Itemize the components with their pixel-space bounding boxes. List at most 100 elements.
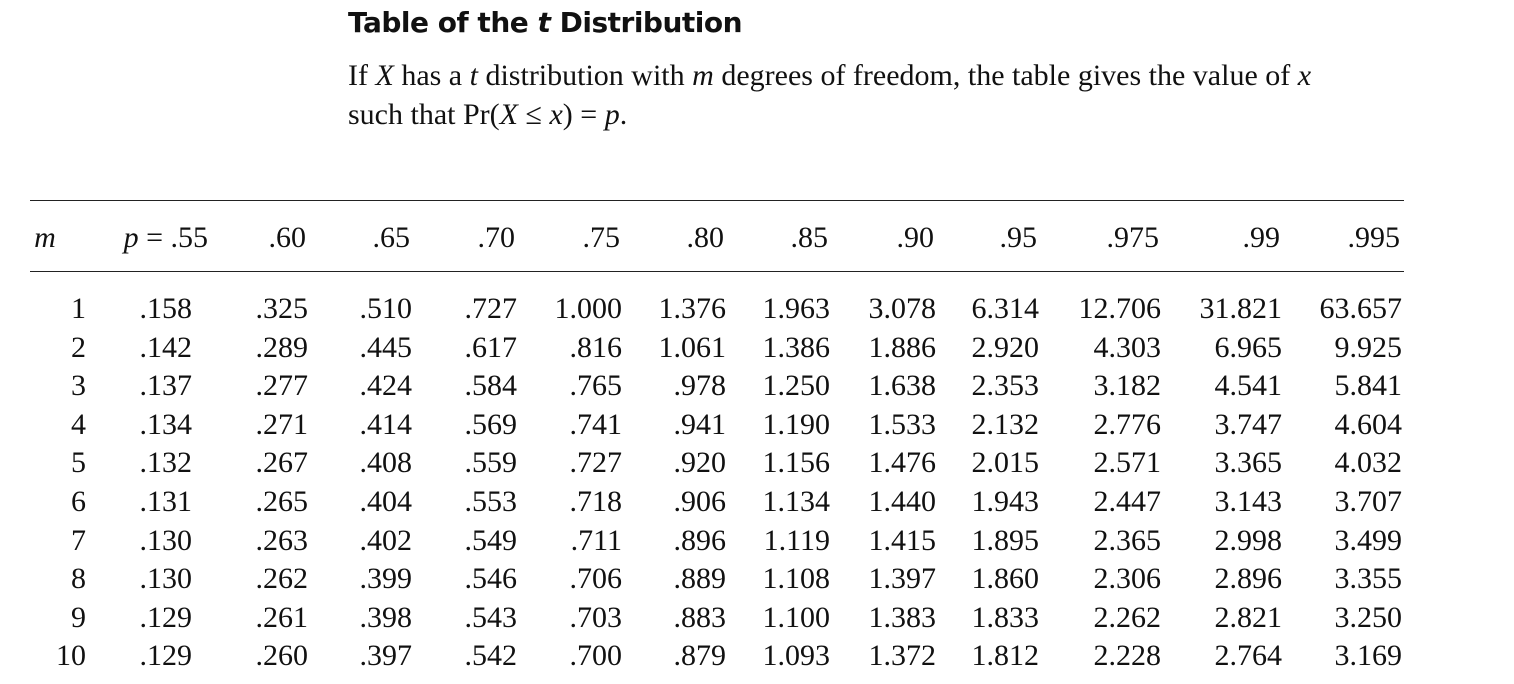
table-cell: 9.925 (1334, 330, 1403, 364)
table-cell: 1.533 (868, 407, 937, 441)
column-header-p-70: .70 (477, 221, 516, 254)
table-cell: .263 (255, 523, 309, 557)
table-cell: .260 (255, 639, 309, 673)
table-cell: 1.963 (762, 292, 831, 325)
table-cell: 1.156 (762, 446, 831, 480)
table-cell: .617 (464, 330, 518, 364)
title-variable: t (537, 6, 551, 39)
table-cell: 2.998 (1214, 523, 1283, 557)
row-label-m: 7 (71, 523, 86, 557)
table-cell: .920 (673, 446, 727, 480)
table-cell: 3.169 (1334, 639, 1403, 673)
table-cell: .741 (569, 407, 623, 441)
description-line-2: such that Pr(X ≤ x) = p. (348, 95, 1508, 134)
table-cell: .727 (464, 292, 518, 325)
column-header-p-65: .65 (372, 221, 411, 254)
table-cell: 1.250 (762, 369, 831, 403)
table-cell: .130 (139, 523, 193, 557)
table-cell: .134 (139, 407, 193, 441)
table-description: If X has a t distribution with m degrees… (348, 56, 1508, 134)
table-cell: 1.190 (762, 407, 831, 441)
table-cell: 2.228 (1093, 639, 1162, 673)
description-line-1-segment: X (375, 59, 394, 92)
table-cell: .262 (255, 562, 309, 596)
table-cell: 1.108 (762, 562, 831, 596)
table-cell: .402 (359, 523, 413, 557)
table-cell: 1.812 (971, 639, 1040, 673)
table-cell: 1.372 (868, 639, 937, 673)
description-line-1-segment: m (692, 59, 714, 92)
table-cell: .543 (464, 600, 518, 634)
table-cell: .542 (464, 639, 518, 673)
description-line-2-segment: . (619, 98, 628, 131)
table-cell: 1.100 (762, 600, 831, 634)
table-cell: 2.365 (1093, 523, 1162, 557)
table-cell: .408 (359, 446, 413, 480)
table-top-rule (30, 200, 1404, 201)
description-line-1-segment: x (1297, 59, 1312, 92)
table-cell: .277 (255, 369, 309, 403)
table-cell: 1.415 (868, 523, 937, 557)
table-cell: 2.262 (1093, 600, 1162, 634)
column-header-p-995: .995 (1347, 221, 1401, 254)
row-label-m: 1 (71, 292, 86, 325)
table-cell: 2.896 (1214, 562, 1283, 596)
table-cell: .398 (359, 600, 413, 634)
table-cell: 1.061 (658, 330, 727, 364)
table-cell: 5.841 (1334, 369, 1403, 403)
description-line-2-segment: ) = (562, 98, 605, 131)
table-cell: .445 (359, 330, 413, 364)
table-cell: .261 (255, 600, 309, 634)
column-header-p-90: .90 (896, 221, 935, 254)
table-cell: .703 (569, 600, 623, 634)
table-cell: 2.920 (971, 330, 1040, 364)
table-cell: .414 (359, 407, 413, 441)
table-cell: .711 (570, 523, 622, 557)
table-cell: .510 (359, 292, 413, 325)
table-cell: 3.747 (1214, 407, 1283, 441)
column-header-p-55: p = .55 (123, 221, 208, 254)
table-cell: 6.965 (1214, 330, 1283, 364)
table-cell: .325 (255, 292, 309, 325)
table-cell: 3.707 (1334, 485, 1403, 518)
page-title: Table of the t Distribution (348, 6, 743, 39)
description-line-1-segment: t (469, 59, 478, 92)
table-cell: .706 (569, 562, 623, 596)
row-header-m: m (34, 221, 56, 254)
table-cell: 3.143 (1214, 485, 1283, 518)
table-cell: 6.314 (971, 292, 1040, 325)
table-cell: .546 (464, 562, 518, 596)
column-header-p-975: .975 (1106, 221, 1160, 254)
table-cell: .906 (673, 485, 727, 518)
column-header-p-99: .99 (1242, 221, 1281, 254)
table-cell: .130 (139, 562, 193, 596)
table-cell: .399 (359, 562, 413, 596)
column-header-p-95: .95 (999, 221, 1038, 254)
table-cell: 2.306 (1093, 562, 1162, 596)
table-cell: .424 (359, 369, 413, 403)
table-cell: 2.571 (1093, 446, 1162, 480)
table-cell: .883 (673, 600, 727, 634)
table-cell: 3.499 (1334, 523, 1403, 557)
table-cell: .289 (255, 330, 309, 364)
row-label-m: 10 (56, 639, 86, 673)
description-line-1-segment: If (348, 59, 376, 92)
row-label-m: 4 (71, 407, 86, 441)
column-header-p-75: .75 (582, 221, 621, 254)
row-label-m: 9 (71, 600, 86, 634)
table-cell: .553 (464, 485, 518, 518)
table-cell: 12.706 (1078, 292, 1162, 325)
row-label-m: 3 (71, 369, 86, 403)
table-cell: 1.476 (868, 446, 937, 480)
table-cell: .137 (139, 369, 193, 403)
table-cell: 1.093 (762, 639, 831, 673)
table-cell: .404 (359, 485, 413, 518)
table-cell: 1.383 (868, 600, 937, 634)
table-cell: 1.397 (868, 562, 937, 596)
row-label-m: 2 (71, 330, 86, 364)
table-cell: .265 (255, 485, 309, 518)
title-prefix: Table of the (348, 6, 538, 39)
table-cell: 1.386 (762, 330, 831, 364)
table-cell: 1.638 (868, 369, 937, 403)
description-line-2-segment: p (604, 98, 620, 131)
